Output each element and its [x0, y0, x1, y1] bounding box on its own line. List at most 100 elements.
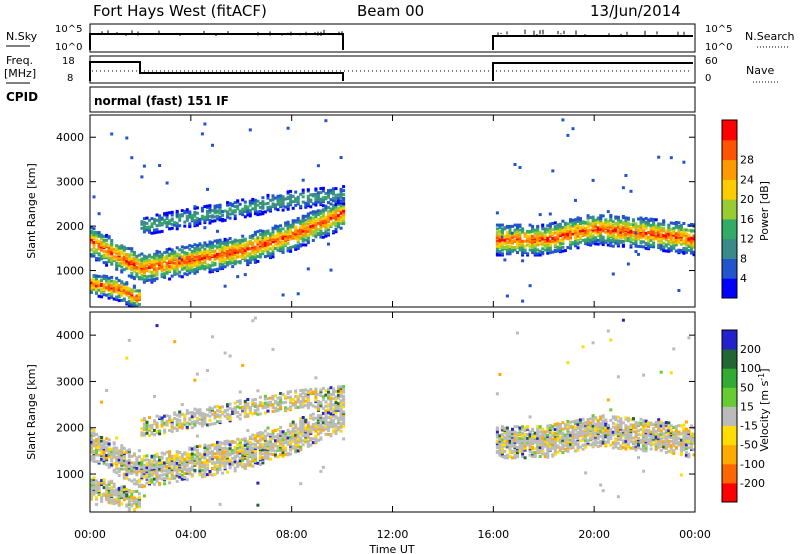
heatmap-cell: [533, 247, 537, 251]
heatmap-cell: [211, 443, 214, 447]
heatmap-cell: [95, 277, 98, 280]
heatmap-cell: [195, 255, 199, 259]
heatmap-cell: [286, 436, 290, 440]
heatmap-cell: [553, 231, 557, 235]
heatmap-cell: [122, 288, 126, 292]
heatmap-cell: [107, 450, 111, 454]
heatmap-cell: [198, 254, 202, 258]
heatmap-cell: [183, 451, 187, 455]
heatmap-cell: [221, 441, 225, 445]
heatmap-cell: [218, 266, 222, 270]
heatmap-cell: [213, 254, 217, 258]
heatmap-cell: [511, 239, 514, 243]
heatmap-cell: [140, 261, 144, 265]
heatmap-cell: [505, 224, 509, 228]
heatmap-cell: [243, 237, 247, 241]
heatmap-cell: [271, 235, 275, 239]
heatmap-cell: [130, 156, 134, 160]
heatmap-cell: [165, 474, 169, 477]
heatmap-cell: [95, 496, 98, 500]
heatmap-cell: [556, 230, 560, 234]
freq-trace-1: [89, 61, 344, 81]
heatmap-cell: [319, 201, 323, 205]
heatmap-cell: [158, 222, 162, 226]
heatmap-cell: [556, 245, 560, 249]
heatmap-cell: [163, 218, 167, 222]
heatmap-cell: [130, 249, 134, 253]
heatmap-cell: [261, 200, 265, 204]
heatmap-cell: [256, 238, 260, 242]
heatmap-cell: [316, 191, 320, 195]
heatmap-cell: [327, 232, 330, 236]
heatmap-cell: [498, 229, 502, 233]
heatmap-cell: [599, 236, 603, 240]
heatmap-cell: [97, 212, 101, 216]
heatmap-cell: [188, 453, 192, 456]
heatmap-cell: [321, 224, 325, 228]
heatmap-cell: [211, 219, 214, 223]
heatmap-cell: [246, 413, 250, 417]
heatmap-cell: [228, 245, 232, 249]
heatmap-cell: [516, 223, 519, 227]
heatmap-cell: [211, 261, 214, 265]
heatmap-cell: [153, 395, 156, 398]
heatmap-cell: [309, 401, 313, 405]
heatmap-cell: [150, 454, 154, 458]
heatmap-cell: [231, 265, 235, 269]
heatmap-cell: [130, 253, 134, 257]
heatmap-cell: [304, 426, 308, 430]
heatmap-cell: [200, 256, 204, 260]
heatmap-cell: [253, 436, 257, 440]
heatmap-cell: [173, 250, 177, 254]
heatmap-cell: [299, 225, 303, 229]
heatmap-cell: [284, 406, 288, 410]
heatmap-cell: [513, 231, 517, 235]
heatmap-cell: [243, 207, 247, 211]
heatmap-cell: [314, 229, 318, 233]
heatmap-cell: [261, 452, 265, 456]
heatmap-cell: [304, 438, 308, 442]
heatmap-cell: [221, 471, 225, 475]
heatmap-cell: [528, 284, 532, 288]
heatmap-cell: [211, 467, 214, 470]
heatmap-cell: [168, 211, 172, 215]
heatmap-cell: [175, 224, 179, 228]
heatmap-cell: [236, 454, 240, 458]
heatmap-cell: [117, 249, 121, 253]
heatmap-cell: [148, 470, 151, 474]
heatmap-cell: [178, 224, 182, 228]
heatmap-cell: [203, 469, 207, 473]
heatmap-cell: [120, 448, 124, 452]
nsky-panel: N.Sky 10^5 10^0 10^5 10^0 N.Search: [6, 23, 795, 53]
heatmap-cell: [289, 401, 293, 405]
heatmap-cell: [155, 452, 159, 456]
heatmap-cell: [175, 258, 179, 262]
heatmap-cell: [327, 387, 330, 391]
heatmap-cell: [306, 444, 310, 448]
heatmap-cell: [599, 241, 603, 245]
heatmap-cell: [649, 230, 653, 234]
heatmap-cell: [667, 226, 671, 230]
heatmap-cell: [188, 252, 192, 256]
heatmap-cell: [629, 226, 633, 230]
heatmap-cell: [291, 420, 295, 424]
heatmap-cell: [296, 229, 300, 233]
heatmap-cell: [251, 453, 255, 456]
heatmap-cell: [274, 394, 277, 398]
heatmap-cell: [117, 453, 121, 457]
heatmap-cell: [150, 274, 154, 278]
heatmap-cell: [664, 243, 668, 247]
heatmap-cell: [604, 230, 608, 234]
heatmap-cell: [261, 252, 265, 256]
heatmap-cell: [274, 409, 277, 413]
heatmap-cell: [183, 256, 187, 260]
heatmap-cell: [183, 272, 187, 276]
heatmap-cell: [543, 233, 547, 237]
heatmap-cell: [258, 236, 262, 240]
heatmap-cell: [246, 259, 250, 263]
heatmap-cell: [306, 389, 310, 393]
heatmap-cell: [92, 230, 96, 234]
heatmap-cell: [155, 228, 159, 232]
heatmap-cell: [95, 483, 98, 487]
heatmap-cell: [281, 448, 285, 452]
